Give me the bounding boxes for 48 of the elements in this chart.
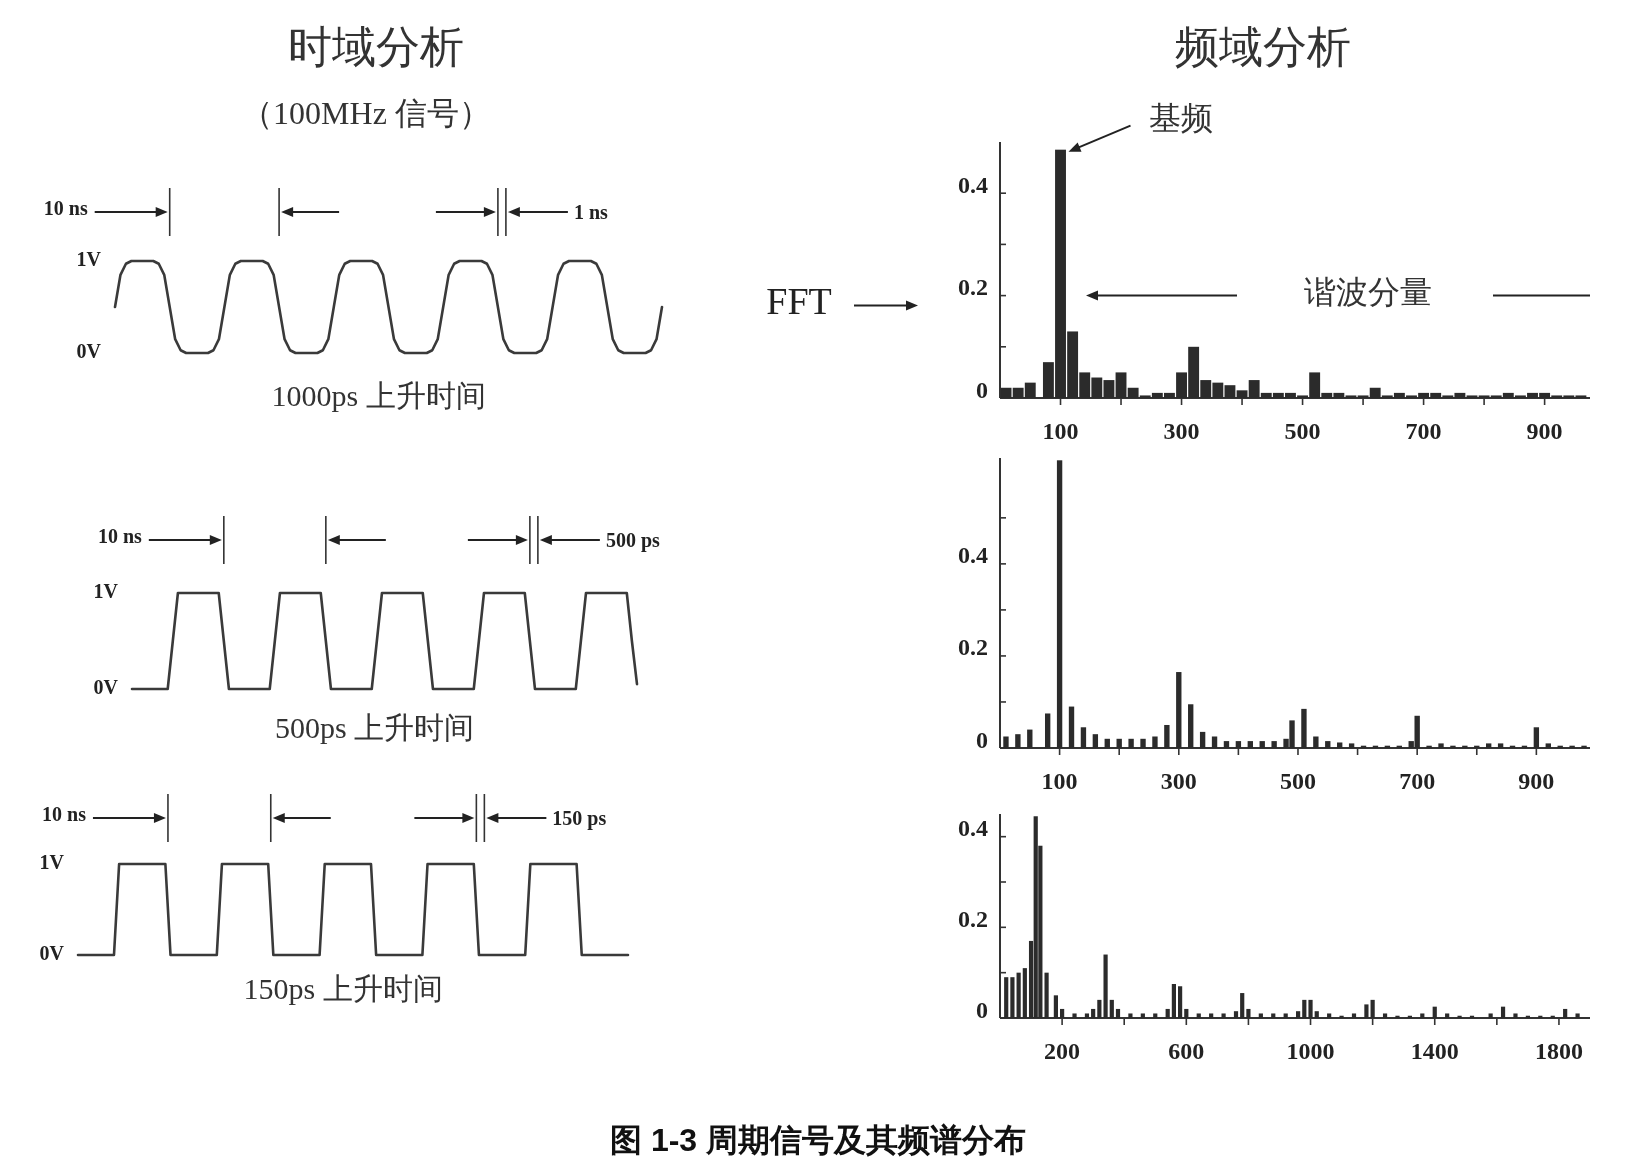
y-tick-label: 0 [976,996,988,1023]
chart-title: 时域分析 [288,23,464,73]
x-tick-label: 900 [1526,417,1563,444]
y-tick-label: 0.4 [958,171,988,198]
y-tick-label: 0.2 [958,274,988,301]
y-tick-label: 1V [93,579,119,602]
x-axis-title: 1000ps 上升时间 [271,378,486,412]
x-tick-label: 1400 [1410,1037,1459,1064]
x-tick-label: 100 [1042,417,1079,444]
y-tick-label: 0V [76,339,102,362]
y-tick-label: 0.4 [958,542,988,569]
y-tick-label: 0.4 [958,815,988,842]
y-tick-label: 0 [976,376,988,403]
x-tick-label: 700 [1405,417,1442,444]
text: 10 ns [97,524,143,547]
x-tick-label: 500 [1279,767,1316,794]
x-tick-label: 300 [1160,767,1197,794]
x-tick-label: 200 [1044,1037,1081,1064]
annotation: 基频 [1148,100,1213,137]
y-tick-label: 0V [39,941,65,964]
chart-title: 频域分析 [1175,23,1351,73]
y-tick-label: 1V [39,850,65,873]
x-axis-title: 150ps 上升时间 [243,971,443,1005]
y-tick-label: 0.2 [958,634,988,661]
annotation: 谐波分量 [1304,273,1432,310]
text: 10 ns [42,802,87,825]
text: 10 ns [43,196,88,219]
x-tick-label: 500 [1284,417,1321,444]
y-tick-label: 0V [93,675,119,698]
text: 500 ps [605,528,660,552]
x-tick-label: 1800 [1534,1037,1583,1064]
x-tick-label: 1000 [1286,1037,1335,1064]
x-tick-label: 900 [1518,767,1555,794]
text: 1 ns [573,200,609,223]
y-tick-label: 1V [76,247,102,270]
line-series [130,591,639,691]
x-tick-label: 600 [1168,1037,1205,1064]
y-tick-label: 0 [976,726,988,753]
chart-subtitle: （100MHz 信号） [241,95,491,132]
caption: 图 1-3 周期信号及其频谱分布 [609,1122,1027,1159]
x-tick-label: 100 [1041,767,1078,794]
x-tick-label: 700 [1399,767,1436,794]
text: 150 ps [552,806,607,830]
x-tick-label: 300 [1163,417,1200,444]
text: FFT [766,280,832,323]
y-tick-label: 0.2 [958,905,988,932]
x-axis-title: 500ps 上升时间 [274,710,475,744]
line-series [113,259,664,355]
